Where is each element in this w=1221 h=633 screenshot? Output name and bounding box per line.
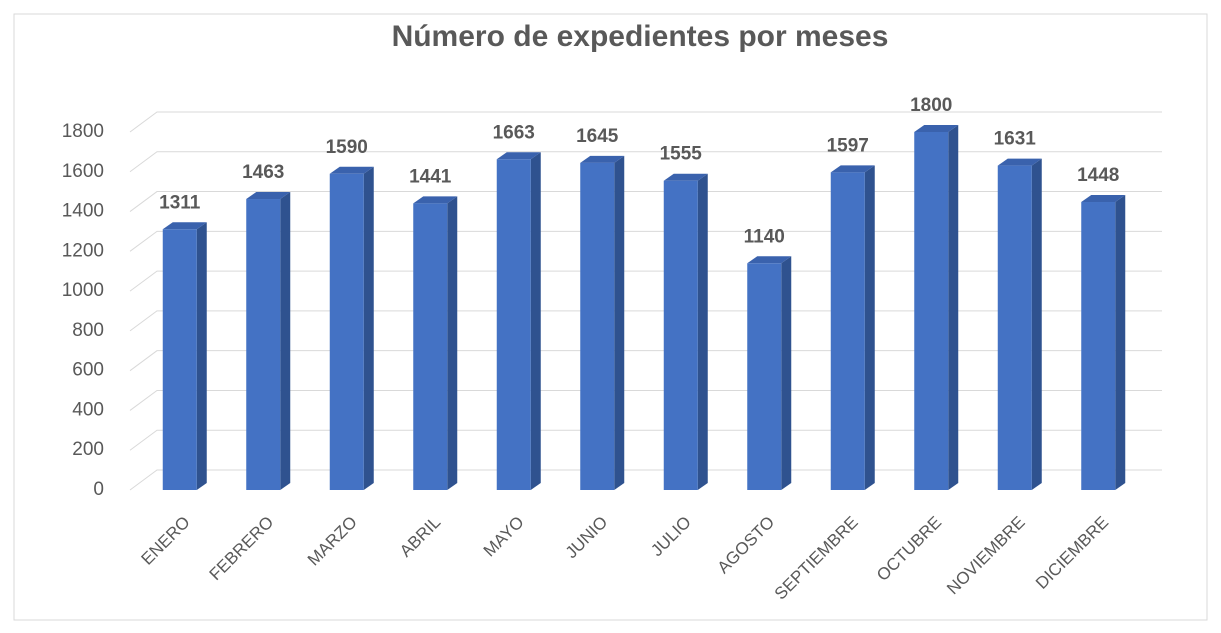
bar bbox=[580, 162, 615, 491]
bar-side bbox=[1115, 195, 1126, 490]
y-tick-label: 1800 bbox=[62, 121, 104, 142]
grid-line bbox=[129, 270, 1162, 292]
bar bbox=[329, 173, 364, 490]
grid-line bbox=[129, 230, 1162, 252]
bar-side bbox=[1031, 158, 1042, 490]
data-label: 1555 bbox=[660, 144, 703, 165]
data-label: 1800 bbox=[910, 95, 952, 116]
grid-line bbox=[129, 310, 1162, 332]
y-tick-label: 1000 bbox=[62, 280, 104, 301]
bar bbox=[914, 132, 949, 490]
bar-top bbox=[997, 158, 1042, 166]
bar bbox=[747, 263, 782, 490]
grid-line bbox=[129, 469, 1162, 491]
bar-top bbox=[413, 196, 458, 204]
bar-top bbox=[246, 192, 291, 200]
bar bbox=[246, 199, 281, 490]
bar-top bbox=[580, 155, 625, 163]
bar-top bbox=[663, 173, 708, 181]
bar-side bbox=[447, 196, 458, 490]
data-label: 1463 bbox=[242, 162, 284, 183]
bar-top bbox=[830, 165, 875, 173]
data-label: 1597 bbox=[827, 135, 869, 156]
bar-side bbox=[614, 155, 625, 491]
y-tick-label: 600 bbox=[72, 360, 104, 381]
bar-top bbox=[1081, 195, 1126, 203]
data-label: 1631 bbox=[994, 129, 1037, 150]
data-label: 1645 bbox=[576, 126, 619, 147]
chart-title: Número de expedientes por meses bbox=[392, 20, 889, 53]
bar bbox=[663, 180, 698, 490]
bar bbox=[1081, 202, 1116, 490]
grid-line bbox=[129, 389, 1162, 411]
grid-line bbox=[129, 350, 1162, 372]
bar-side bbox=[864, 165, 875, 490]
bar-top bbox=[747, 256, 792, 264]
bar bbox=[830, 172, 865, 490]
bar-side bbox=[530, 152, 541, 490]
bar-top bbox=[162, 222, 207, 230]
data-label: 1448 bbox=[1077, 165, 1119, 186]
bar-top bbox=[329, 166, 374, 174]
bar bbox=[413, 203, 448, 490]
data-label: 1311 bbox=[159, 192, 201, 213]
y-tick-label: 1400 bbox=[62, 201, 104, 222]
data-label: 1663 bbox=[493, 122, 535, 143]
bar-side bbox=[280, 192, 291, 490]
y-tick-label: 1200 bbox=[62, 240, 104, 261]
grid-line bbox=[129, 429, 1162, 451]
grid-line bbox=[129, 111, 1162, 133]
y-tick-label: 400 bbox=[72, 399, 104, 420]
bar-side bbox=[196, 222, 207, 491]
y-tick-label: 800 bbox=[72, 320, 104, 341]
grid-line bbox=[129, 191, 1162, 212]
bar bbox=[162, 229, 197, 491]
bar-side bbox=[697, 173, 708, 490]
bar-top bbox=[496, 152, 541, 160]
data-label: 1441 bbox=[409, 166, 452, 187]
y-tick-label: 200 bbox=[72, 439, 104, 460]
bar-top bbox=[914, 125, 959, 132]
y-tick-label: 0 bbox=[93, 479, 104, 500]
bar-side bbox=[781, 256, 792, 490]
bar bbox=[496, 159, 531, 490]
grid-line bbox=[129, 151, 1162, 173]
data-label: 1140 bbox=[744, 226, 785, 247]
data-label: 1590 bbox=[326, 137, 368, 158]
bar-side bbox=[363, 166, 374, 490]
bar-side bbox=[948, 125, 959, 490]
y-tick-label: 1600 bbox=[62, 161, 104, 182]
bar bbox=[997, 165, 1032, 490]
